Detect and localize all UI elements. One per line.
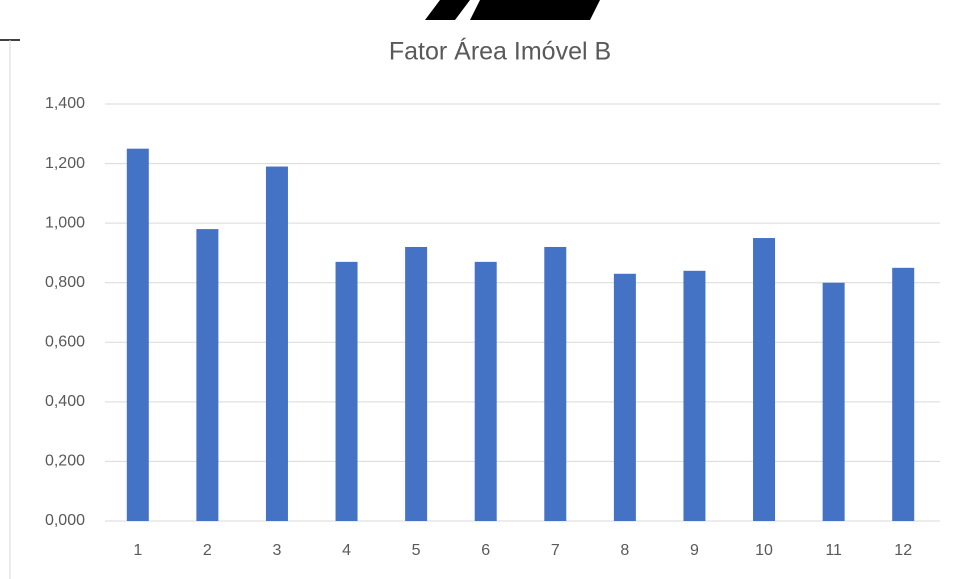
x-tick-label: 5: [412, 542, 421, 559]
bar: [265, 166, 288, 522]
y-tick-label: 1,400: [45, 95, 85, 112]
x-tick-label: 11: [825, 542, 842, 559]
x-tick-label: 3: [273, 542, 282, 559]
y-tick-label: 1,200: [45, 155, 85, 172]
y-tick-label: 0,200: [45, 453, 85, 470]
bar: [544, 246, 567, 521]
x-tick-label: 6: [481, 542, 490, 559]
x-tick-label: 4: [342, 542, 351, 559]
y-tick-label: 0,800: [45, 274, 85, 291]
bar: [405, 246, 428, 521]
x-tick-label: 12: [894, 542, 912, 559]
bar: [613, 273, 636, 521]
x-tick-label: 10: [755, 542, 773, 559]
x-tick-label: 9: [690, 542, 699, 559]
bar: [474, 261, 497, 521]
bar: [753, 238, 776, 522]
chart-title: Fator Área Imóvel B: [389, 37, 611, 66]
bar: [335, 261, 358, 521]
y-tick-label: 0,400: [45, 393, 85, 410]
bar: [126, 148, 149, 521]
x-tick-label: 8: [620, 542, 629, 559]
bar: [683, 270, 706, 521]
bar: [822, 282, 845, 521]
bar: [892, 267, 915, 521]
x-tick-label: 1: [133, 542, 142, 559]
y-tick-label: 1,000: [45, 214, 85, 231]
y-tick-label: 0,000: [45, 512, 85, 529]
logo-fragment: [470, 0, 600, 20]
x-tick-label: 7: [551, 542, 560, 559]
logo-fragment: [425, 0, 470, 20]
x-tick-label: 2: [203, 542, 212, 559]
bar: [196, 229, 219, 521]
y-tick-label: 0,600: [45, 334, 85, 351]
